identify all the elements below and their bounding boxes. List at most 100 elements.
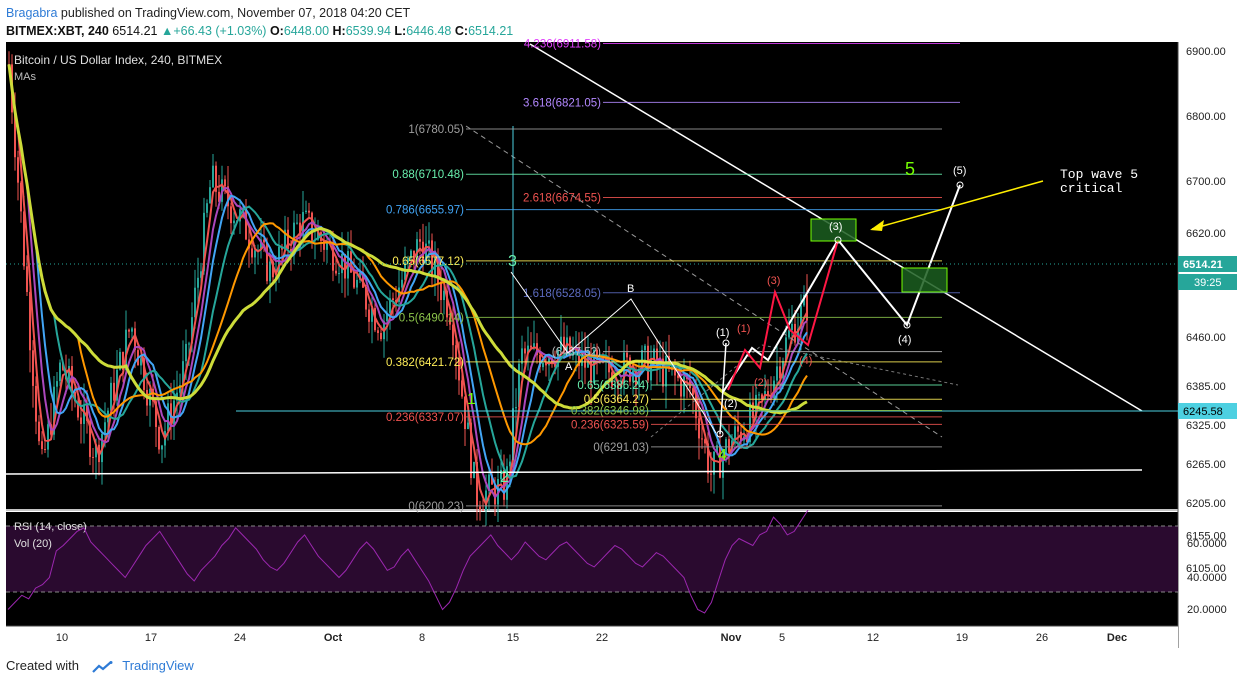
candle-body bbox=[332, 241, 334, 271]
candle-body bbox=[728, 439, 730, 453]
price-axis[interactable] bbox=[1178, 42, 1237, 648]
price-pane[interactable] bbox=[6, 42, 1178, 509]
rsi-tick-40: 40.0000 bbox=[1187, 572, 1227, 584]
fib-diagonal-line bbox=[465, 125, 943, 438]
created-with-text: Created with bbox=[6, 658, 79, 673]
candle-body bbox=[92, 456, 94, 458]
last-price-tag-text: 6514.21 bbox=[1183, 259, 1223, 271]
candle-body bbox=[38, 421, 40, 442]
wave-label-r1: (1) bbox=[737, 323, 750, 335]
wave-projection-red bbox=[727, 239, 839, 391]
candle-body bbox=[509, 461, 511, 467]
candle-body bbox=[386, 312, 388, 322]
candle-body bbox=[317, 232, 319, 240]
wave-label-p3: (3) bbox=[829, 221, 842, 233]
candle-body bbox=[488, 474, 490, 491]
price-tick-5: 6460.00 bbox=[1186, 332, 1226, 344]
fib-label-17: 0(6200.23) bbox=[408, 501, 464, 513]
level-price-tag-text: 6245.58 bbox=[1183, 406, 1223, 418]
candle-body bbox=[698, 418, 700, 439]
wave-label-1: 1 bbox=[467, 391, 476, 408]
candle-body bbox=[515, 407, 517, 409]
chart-title: Bitcoin / US Dollar Index, 240, BITMEX bbox=[14, 53, 222, 67]
candle-body bbox=[251, 248, 253, 258]
wave-label-5: 5 bbox=[905, 159, 915, 179]
support-line[interactable] bbox=[5, 469, 1143, 475]
candle-body bbox=[194, 287, 196, 318]
close-label: C: bbox=[454, 24, 469, 38]
candle-body bbox=[197, 277, 199, 288]
candle-body bbox=[131, 328, 133, 332]
candle-body bbox=[212, 165, 214, 188]
candle-body bbox=[596, 349, 598, 360]
time-axis-ticks: 10 17 24 Oct 8 15 22 Nov 5 12 19 26 Dec bbox=[56, 632, 1127, 644]
candle-body bbox=[179, 385, 181, 393]
candle-body bbox=[449, 317, 451, 325]
candle-body bbox=[269, 261, 271, 282]
candle-body bbox=[674, 366, 676, 376]
candle-body bbox=[254, 250, 256, 258]
time-axis[interactable] bbox=[6, 626, 1178, 648]
candle-body bbox=[230, 206, 232, 224]
candle-body bbox=[452, 324, 454, 346]
publish-info: Bragabra published on TradingView.com, N… bbox=[6, 4, 410, 22]
annotation-arrow bbox=[871, 180, 1044, 230]
fib-label-0: 4.236(6911.58) bbox=[524, 38, 601, 50]
candle-body bbox=[233, 220, 235, 224]
up-arrow-icon: ▲ bbox=[160, 24, 174, 38]
rsi-line bbox=[7, 509, 809, 614]
wave-label-p1: (1) bbox=[716, 327, 729, 339]
candle-body bbox=[116, 369, 118, 401]
candle-body bbox=[227, 186, 229, 207]
vol-label: Vol (20) bbox=[14, 538, 52, 550]
candle-body bbox=[494, 484, 496, 505]
candle-body bbox=[473, 461, 475, 478]
candle-body bbox=[740, 431, 742, 441]
candle-body bbox=[311, 212, 313, 241]
wave-point-1 bbox=[722, 339, 730, 347]
target-box-wave3[interactable] bbox=[810, 218, 857, 242]
candle-body bbox=[365, 287, 367, 310]
candle-body bbox=[626, 352, 628, 358]
candle-body bbox=[476, 461, 478, 507]
candle-body bbox=[683, 376, 685, 397]
candle-body bbox=[323, 240, 325, 250]
candle-body bbox=[167, 403, 169, 431]
candle-body bbox=[407, 258, 409, 263]
price-tick-1: 6800.00 bbox=[1186, 111, 1226, 123]
footer: Created with TradingView bbox=[6, 658, 194, 673]
time-tick-5: 15 bbox=[507, 632, 519, 644]
author-link[interactable]: Bragabra bbox=[6, 6, 58, 20]
candle-body bbox=[305, 210, 307, 213]
wave-label-2: 2 bbox=[500, 469, 509, 486]
candle-body bbox=[299, 222, 301, 236]
tradingview-link[interactable]: TradingView bbox=[122, 658, 194, 673]
wave-label-p5: (5) bbox=[953, 165, 966, 177]
candle-body bbox=[32, 350, 34, 386]
candle-body bbox=[296, 222, 298, 224]
wave-point-3 bbox=[834, 236, 842, 244]
close-value: 6514.21 bbox=[468, 24, 514, 38]
candle-body bbox=[593, 349, 595, 383]
annotation-line-1: Top wave 5 bbox=[1060, 167, 1138, 182]
candle-body bbox=[140, 358, 142, 366]
time-tick-6: 22 bbox=[596, 632, 608, 644]
candle-body bbox=[218, 191, 220, 202]
wave-point-5 bbox=[956, 181, 964, 189]
candle-body bbox=[47, 424, 49, 450]
candle-body bbox=[95, 444, 97, 458]
candle-body bbox=[431, 240, 433, 277]
time-tick-1: 17 bbox=[145, 632, 157, 644]
target-box-wave4[interactable] bbox=[901, 267, 948, 293]
candle-body bbox=[368, 309, 370, 322]
fib-label-14: 0.236(6337.07) bbox=[386, 412, 464, 424]
candle-body bbox=[443, 290, 445, 301]
candle-body bbox=[68, 366, 70, 380]
candle-body bbox=[143, 358, 145, 390]
candle-body bbox=[491, 474, 493, 485]
price-tick-10: 6155.00 bbox=[1186, 530, 1226, 542]
fib-label-16: 0(6291.03) bbox=[593, 442, 649, 454]
wave-label-A: A bbox=[565, 361, 573, 373]
candle-body bbox=[188, 343, 190, 345]
